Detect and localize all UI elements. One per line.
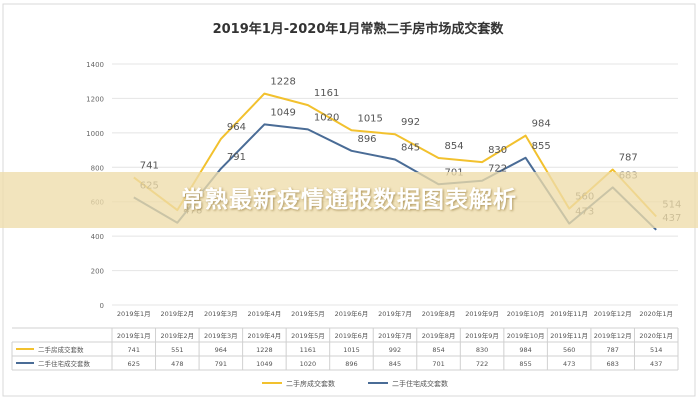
x-tick-label: 2019年1月	[117, 309, 151, 318]
data-label: 830	[488, 145, 507, 156]
table-header-cell: 2019年3月	[204, 331, 238, 340]
table-header-cell: 2019年10月	[507, 331, 545, 340]
y-tick-label: 400	[91, 233, 104, 241]
data-label: 1161	[314, 88, 339, 99]
x-tick-label: 2019年4月	[248, 309, 282, 318]
table-header-cell: 2019年8月	[422, 331, 456, 340]
legend: 二手房成交套数 二手住宅成交套数	[262, 379, 448, 388]
table-cell: 625	[128, 360, 140, 368]
y-tick-label: 1400	[86, 61, 104, 69]
y-tick-label: 1200	[86, 95, 104, 103]
x-tick-label: 2019年9月	[465, 309, 499, 318]
table-cell: 896	[345, 360, 357, 368]
table-header-cell: 2019年4月	[248, 331, 282, 340]
table-cell: 1228	[256, 346, 273, 354]
table-header-cell: 2019年7月	[378, 331, 412, 340]
data-label: 741	[140, 160, 159, 171]
table-header-cell: 2019年6月	[335, 331, 369, 340]
table-cell: 1020	[300, 360, 317, 368]
table-cell: 1015	[343, 346, 360, 354]
table-header-cell: 2019年11月	[550, 331, 588, 340]
data-label: 722	[488, 164, 507, 175]
data-label: 992	[401, 117, 420, 128]
table-cell: 984	[519, 346, 531, 354]
x-tick-label: 2019年12月	[594, 309, 632, 318]
x-tick-label: 2020年1月	[639, 309, 673, 318]
table-cell: 683	[606, 360, 618, 368]
table-series-name: 二手住宅成交套数	[38, 359, 91, 368]
table-header-cell: 2019年12月	[594, 331, 632, 340]
table-cell: 992	[389, 346, 401, 354]
legend-label: 二手房成交套数	[286, 379, 335, 388]
table-header-cell: 2019年2月	[160, 331, 194, 340]
y-tick-label: 1000	[86, 130, 104, 138]
data-label: 896	[357, 134, 376, 145]
table-cell: 478	[171, 360, 183, 368]
legend-label: 二手住宅成交套数	[392, 379, 448, 388]
x-tick-label: 2019年5月	[291, 309, 325, 318]
table-cell: 551	[171, 346, 183, 354]
table-cell: 855	[519, 360, 531, 368]
data-label: 854	[445, 141, 464, 152]
table-cell: 830	[476, 346, 488, 354]
table-cell: 854	[432, 346, 444, 354]
data-label: 1049	[270, 107, 295, 118]
table-header-cell: 2019年1月	[117, 331, 151, 340]
data-label: 1020	[314, 112, 339, 123]
table-cell: 1049	[256, 360, 273, 368]
table-cell: 514	[650, 346, 662, 354]
data-label: 791	[227, 152, 246, 163]
caption-text: 常熟最新疫情通报数据图表解析	[181, 187, 517, 213]
data-label: 964	[227, 122, 246, 133]
chart-title: 2019年1月-2020年1月常熟二手房市场成交套数	[213, 21, 505, 37]
x-axis: 2019年1月 2019年2月 2019年3月 2019年4月 2019年5月 2019年…	[117, 309, 673, 318]
x-tick-label: 2019年10月	[507, 309, 545, 318]
x-tick-label: 2019年6月	[335, 309, 369, 318]
data-label: 1015	[357, 113, 382, 124]
data-label: 984	[532, 119, 551, 130]
data-label: 1228	[270, 77, 295, 88]
table-cell: 722	[476, 360, 488, 368]
y-tick-label: 200	[91, 268, 104, 276]
x-tick-label: 2019年2月	[160, 309, 194, 318]
table-cell: 964	[215, 346, 227, 354]
table-header-cell: 2019年5月	[291, 331, 325, 340]
table-cell: 560	[563, 346, 575, 354]
table-cell: 787	[606, 346, 618, 354]
x-tick-label: 2019年3月	[204, 309, 238, 318]
x-tick-label: 2019年8月	[422, 309, 456, 318]
table-cell: 437	[650, 360, 662, 368]
table-cell: 701	[432, 360, 444, 368]
table-series-name: 二手房成交套数	[38, 345, 84, 354]
table-cell: 1161	[300, 346, 317, 354]
table-header-cell: 2020年1月	[639, 331, 673, 340]
y-tick-label: 0	[100, 302, 104, 310]
x-tick-label: 2019年11月	[550, 309, 588, 318]
data-label: 845	[401, 143, 420, 154]
caption-banner: 常熟最新疫情通报数据图表解析	[0, 172, 698, 228]
table-cell: 845	[389, 360, 401, 368]
data-label: 855	[532, 141, 551, 152]
data-label: 787	[619, 153, 638, 164]
x-tick-label: 2019年7月	[378, 309, 412, 318]
table-cell: 473	[563, 360, 575, 368]
table-cell: 791	[215, 360, 227, 368]
table-header-cell: 2019年9月	[465, 331, 499, 340]
table-cell: 741	[128, 346, 140, 354]
y-tick-label: 800	[91, 164, 104, 172]
data-table: 2019年1月 2019年2月 2019年3月 2019年4月 2019年5月 2019年…	[11, 327, 679, 371]
